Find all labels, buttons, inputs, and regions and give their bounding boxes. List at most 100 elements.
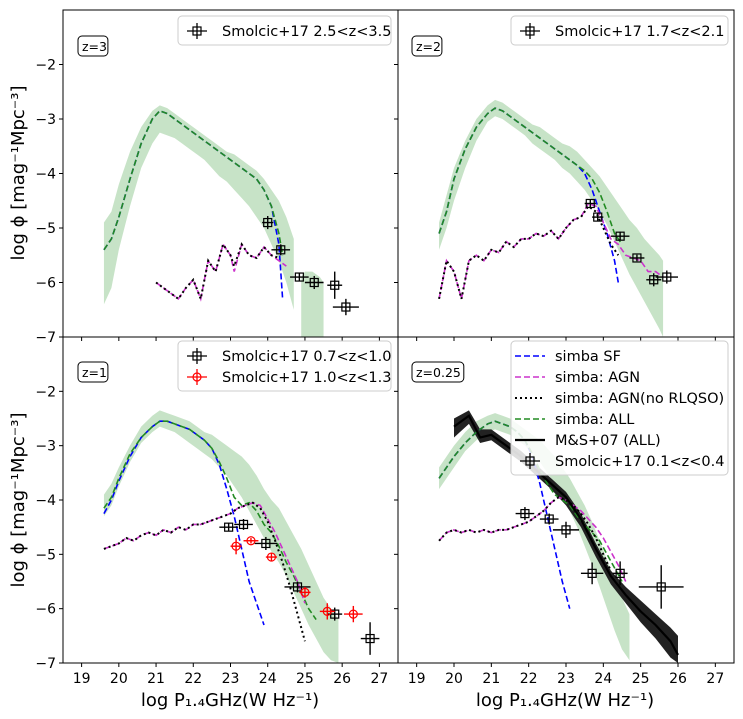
smolcic-point-5: [662, 272, 672, 282]
legend-sample-marker: [192, 372, 202, 382]
legend-entry-label: Smolcic+17 2.5<z<3.5: [222, 24, 391, 40]
legend-box: [177, 15, 392, 46]
ms07-uncertainty-band: [454, 410, 678, 663]
smolcic-point-3: [587, 568, 597, 578]
simba-agn-norlqso-line: [438, 204, 620, 300]
x-tick-label: 22: [520, 671, 538, 687]
x-tick-label: 24: [594, 671, 612, 687]
simba-all-uncertainty-band: [103, 410, 339, 663]
simba-agn-norlqso-line: [155, 241, 280, 303]
y-tick-label: −4: [35, 167, 56, 183]
panel-bottom-right: 19 20 21 22 23 24 25 26 27 z=0.25 simba SF simba: A…: [394, 336, 735, 687]
smolcic-point-1: [238, 519, 249, 530]
y-axis-label: log ϕ [mag⁻¹Mpc⁻³]: [8, 85, 29, 260]
smolcic-point-0: [263, 217, 273, 228]
smolcic-point-1: [593, 212, 603, 222]
redshift-label-box: [411, 361, 465, 383]
legend-entry-label: Smolcic+17 0.7<z<1.0: [222, 349, 391, 365]
legend-entry-label: M&S+07 (ALL): [555, 433, 661, 449]
redshift-label: z=3: [82, 39, 107, 54]
y-tick-label: −6: [35, 276, 56, 292]
smolcic-red-point-5: [348, 609, 358, 619]
redshift-label: z=2: [416, 39, 441, 54]
panel-bottom-left: 19 20 21 22 23 24 25 26 27 −2 −3 −4 −5 −6 −7 z=1 Smolcic…: [35, 336, 399, 687]
x-tick-label: 20: [445, 671, 463, 687]
redshift-label: z=1: [82, 365, 107, 380]
legend-sample-marker: [192, 351, 202, 361]
smolcic-point-2: [294, 272, 304, 282]
panel-top-right: z=2 Smolcic+17 1.7<z<2.1: [394, 9, 735, 341]
x-tick-label: 19: [408, 671, 426, 687]
smolcic-red-point-0: [231, 541, 241, 551]
simba-all-uncertainty-band: [439, 99, 664, 337]
smolcic-point-3: [632, 253, 642, 263]
x-tick-label: 21: [482, 671, 500, 687]
smolcic-point-5: [341, 302, 351, 312]
x-axis-label: log P₁.₄GHz(W Hz⁻¹): [476, 690, 654, 711]
simba-all-line: [438, 107, 623, 245]
smolcic-point-0: [520, 508, 530, 519]
smolcic-point-3: [309, 277, 319, 288]
smolcic-point-0: [224, 522, 234, 532]
x-tick-label: 25: [296, 671, 314, 687]
simba-agn-line: [155, 242, 287, 302]
redshift-label: z=0.25: [416, 365, 461, 380]
smolcic-red-point-1: [246, 536, 256, 546]
x-tick-label: 25: [632, 671, 650, 687]
legend-entry-label: simba SF: [555, 349, 621, 365]
legend-entry-label: Smolcic+17 0.1<z<0.4: [555, 454, 724, 470]
x-tick-label: 23: [222, 671, 240, 687]
redshift-label-box: [77, 361, 109, 383]
y-tick-label: −7: [35, 330, 56, 346]
x-tick-label: 27: [706, 671, 724, 687]
smolcic-point-4: [649, 275, 659, 285]
smolcic-point-5: [365, 633, 375, 644]
legend-entry-label: Smolcic+17 1.0<z<1.3: [222, 370, 391, 386]
smolcic-point-2: [261, 538, 271, 549]
panel-top-left: −2 −3 −4 −5 −6 −7 z=3 Smolcic+17 2.5<z<3.5: [35, 9, 399, 346]
y-tick-label: −4: [35, 493, 56, 509]
legend-sample-marker: [525, 456, 535, 466]
ms07-line: [453, 414, 679, 656]
x-tick-label: 23: [557, 671, 575, 687]
simba-all-uncertainty-band: [103, 105, 294, 310]
panel-plot-area: [438, 410, 684, 663]
y-tick-label: −2: [35, 58, 56, 74]
legend-entry-label: simba: AGN(no RLQSO): [555, 391, 724, 407]
legend: Smolcic+17 0.7<z<1.0 Smolcic+17 1.0<z<1.3: [177, 340, 392, 392]
legend-box: [177, 340, 392, 392]
panel-plot-area: [438, 99, 678, 337]
simba-all-uncertainty-band-tail: [301, 271, 324, 337]
redshift-label-box: [411, 35, 443, 57]
simba-all-line: [103, 420, 317, 620]
y-tick-label: −5: [35, 547, 56, 563]
x-tick-label: 27: [370, 671, 388, 687]
x-tick-label: 26: [333, 671, 351, 687]
legend: Smolcic+17 1.7<z<2.1: [510, 15, 729, 46]
legend: simba SF simba: AGN simba: AGN(no RLQSO) si…: [510, 340, 729, 476]
panel-frame: [397, 9, 735, 338]
smolcic-point-4: [615, 568, 625, 578]
x-tick-label: 26: [669, 671, 687, 687]
x-tick-label: 22: [184, 671, 202, 687]
smolcic-point-4: [330, 280, 340, 290]
smolcic-point-0: [585, 198, 595, 209]
x-tick-label: 21: [147, 671, 165, 687]
legend-entry-label: simba: AGN: [555, 370, 640, 386]
smolcic-point-2: [561, 525, 571, 535]
smolcic-point-3: [292, 582, 303, 592]
simba-all-line: [103, 109, 284, 256]
legend-entry-label: simba: ALL: [555, 412, 634, 428]
redshift-label-box: [77, 35, 109, 57]
smolcic-red-point-2: [266, 552, 277, 562]
y-tick-label: −7: [35, 656, 56, 672]
y-tick-label: −2: [35, 384, 56, 400]
smolcic-point-2: [615, 231, 625, 241]
x-tick-label: 24: [259, 671, 277, 687]
legend-sample-marker: [525, 26, 535, 36]
legend: Smolcic+17 2.5<z<3.5: [177, 15, 392, 46]
legend-box: [510, 15, 729, 46]
x-tick-label: 19: [73, 671, 91, 687]
smolcic-red-point-4: [322, 606, 332, 616]
